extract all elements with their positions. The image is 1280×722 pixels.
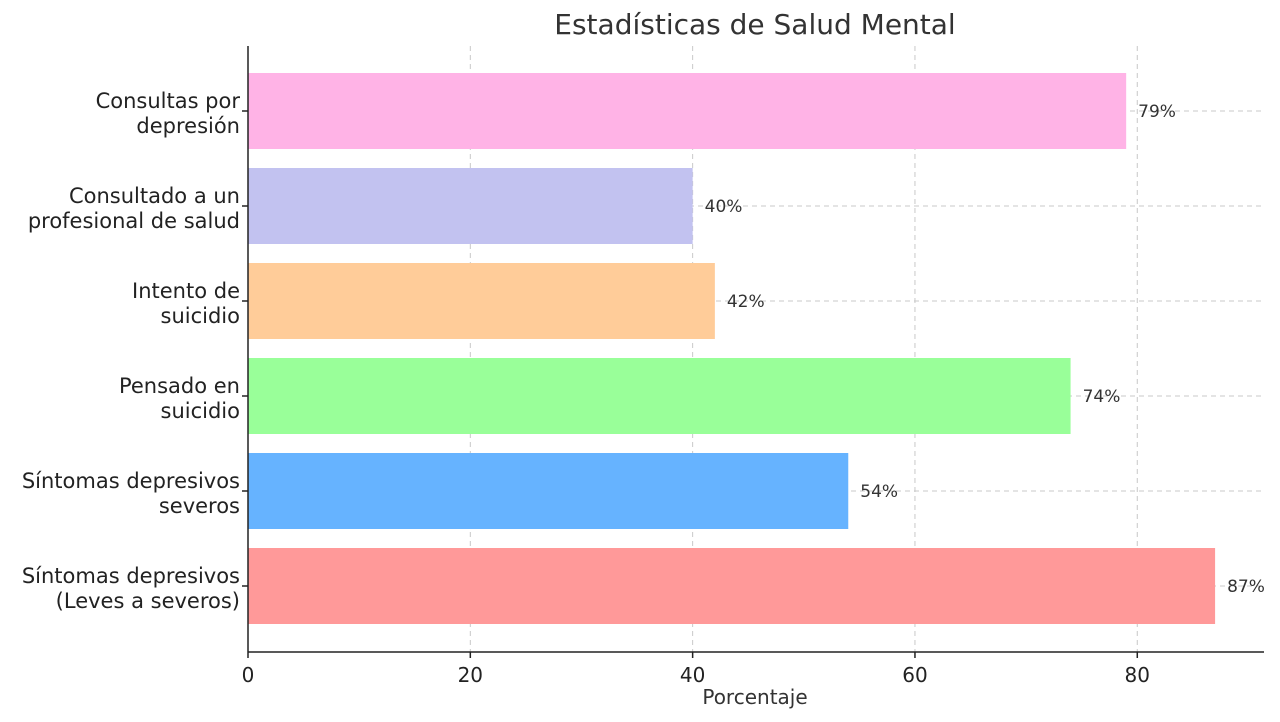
bar xyxy=(248,548,1216,624)
bar xyxy=(248,263,715,339)
bar xyxy=(248,73,1127,149)
bar xyxy=(248,168,693,244)
category-label: Síntomas depresivos severos xyxy=(22,469,240,518)
value-label: 87% xyxy=(1227,577,1265,597)
value-label: 79% xyxy=(1138,102,1176,122)
x-tick-label: 80 xyxy=(1125,663,1150,687)
category-label: Síntomas depresivos (Leves a severos) xyxy=(22,564,240,613)
chart-title: Estadísticas de Salud Mental xyxy=(554,8,955,41)
x-tick-label: 0 xyxy=(242,663,255,687)
bar xyxy=(248,358,1071,434)
value-label: 40% xyxy=(705,197,743,217)
value-labels: 79% 40% 42% 74% 54% 87% xyxy=(705,102,1265,597)
category-labels: Consultas por depresión Consultado a un pro… xyxy=(22,89,241,613)
x-tick-label: 60 xyxy=(902,663,927,687)
category-label: Intento de suicidio xyxy=(132,279,240,328)
value-label: 54% xyxy=(860,482,898,502)
x-tick-label: 40 xyxy=(680,663,705,687)
category-label: Pensado en suicidio xyxy=(119,374,240,423)
x-tick-label: 20 xyxy=(458,663,483,687)
value-label: 74% xyxy=(1083,387,1121,407)
x-ticks: 0 20 40 60 80 xyxy=(242,110,1150,687)
bar xyxy=(248,453,849,529)
category-label: Consultas por depresión xyxy=(96,89,241,138)
value-label: 42% xyxy=(727,292,765,312)
x-axis-title: Porcentaje xyxy=(702,685,807,709)
bars xyxy=(248,73,1216,624)
category-label: Consultado a un profesional de salud xyxy=(28,184,240,233)
